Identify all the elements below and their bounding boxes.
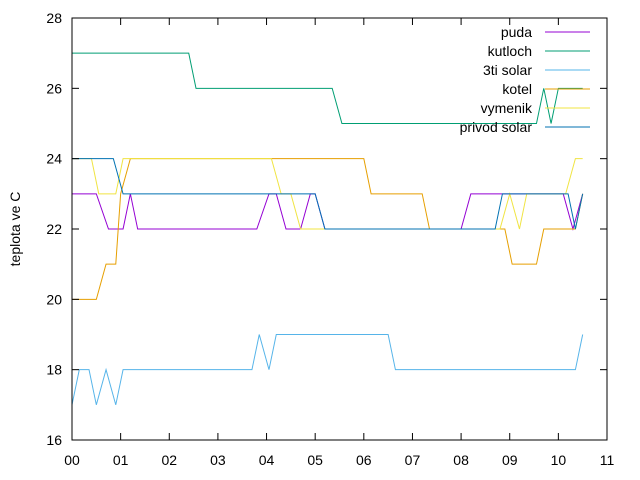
x-tick-label: 02: [161, 452, 177, 468]
x-tick-label: 07: [405, 452, 421, 468]
legend-label: vymenik: [481, 100, 533, 116]
series-line-5: [72, 158, 584, 230]
y-tick-label: 20: [46, 291, 62, 307]
y-axis-label: teplota ve C: [7, 192, 23, 267]
x-tick-label: 04: [259, 452, 275, 468]
legend-label: 3ti solar: [483, 62, 532, 78]
series-line-3: [72, 158, 584, 300]
y-tick-label: 18: [46, 362, 62, 378]
series-line-0: [72, 193, 584, 231]
y-tick-label: 22: [46, 221, 62, 237]
series-line-1: [72, 52, 583, 124]
legend: puda kutloch 3ti solar kotel vymenik privod s…: [460, 24, 590, 135]
legend-label: puda: [501, 24, 532, 40]
y-tick-label: 16: [46, 432, 62, 448]
y-axis: 16 18 20 22 24 26 28: [46, 10, 607, 448]
series-lines: [71, 52, 584, 405]
legend-label: kutloch: [488, 43, 532, 59]
x-tick-label: 09: [502, 452, 518, 468]
legend-label: kotel: [502, 81, 532, 97]
legend-label: privod solar: [460, 119, 533, 135]
y-tick-label: 24: [46, 151, 62, 167]
x-tick-label: 05: [307, 452, 323, 468]
series-line-2: [71, 334, 584, 405]
x-tick-label: 03: [210, 452, 226, 468]
x-tick-label: 06: [356, 452, 372, 468]
x-tick-label: 00: [64, 452, 80, 468]
y-tick-label: 28: [46, 10, 62, 26]
x-tick-label: 08: [453, 452, 469, 468]
x-tick-label: 01: [113, 452, 129, 468]
y-tick-label: 26: [46, 80, 62, 96]
x-tick-label: 10: [551, 452, 567, 468]
x-axis: 00 01 02 03 04 05 06 07 08 09 10 11: [64, 18, 614, 468]
x-tick-label: 11: [600, 452, 615, 468]
